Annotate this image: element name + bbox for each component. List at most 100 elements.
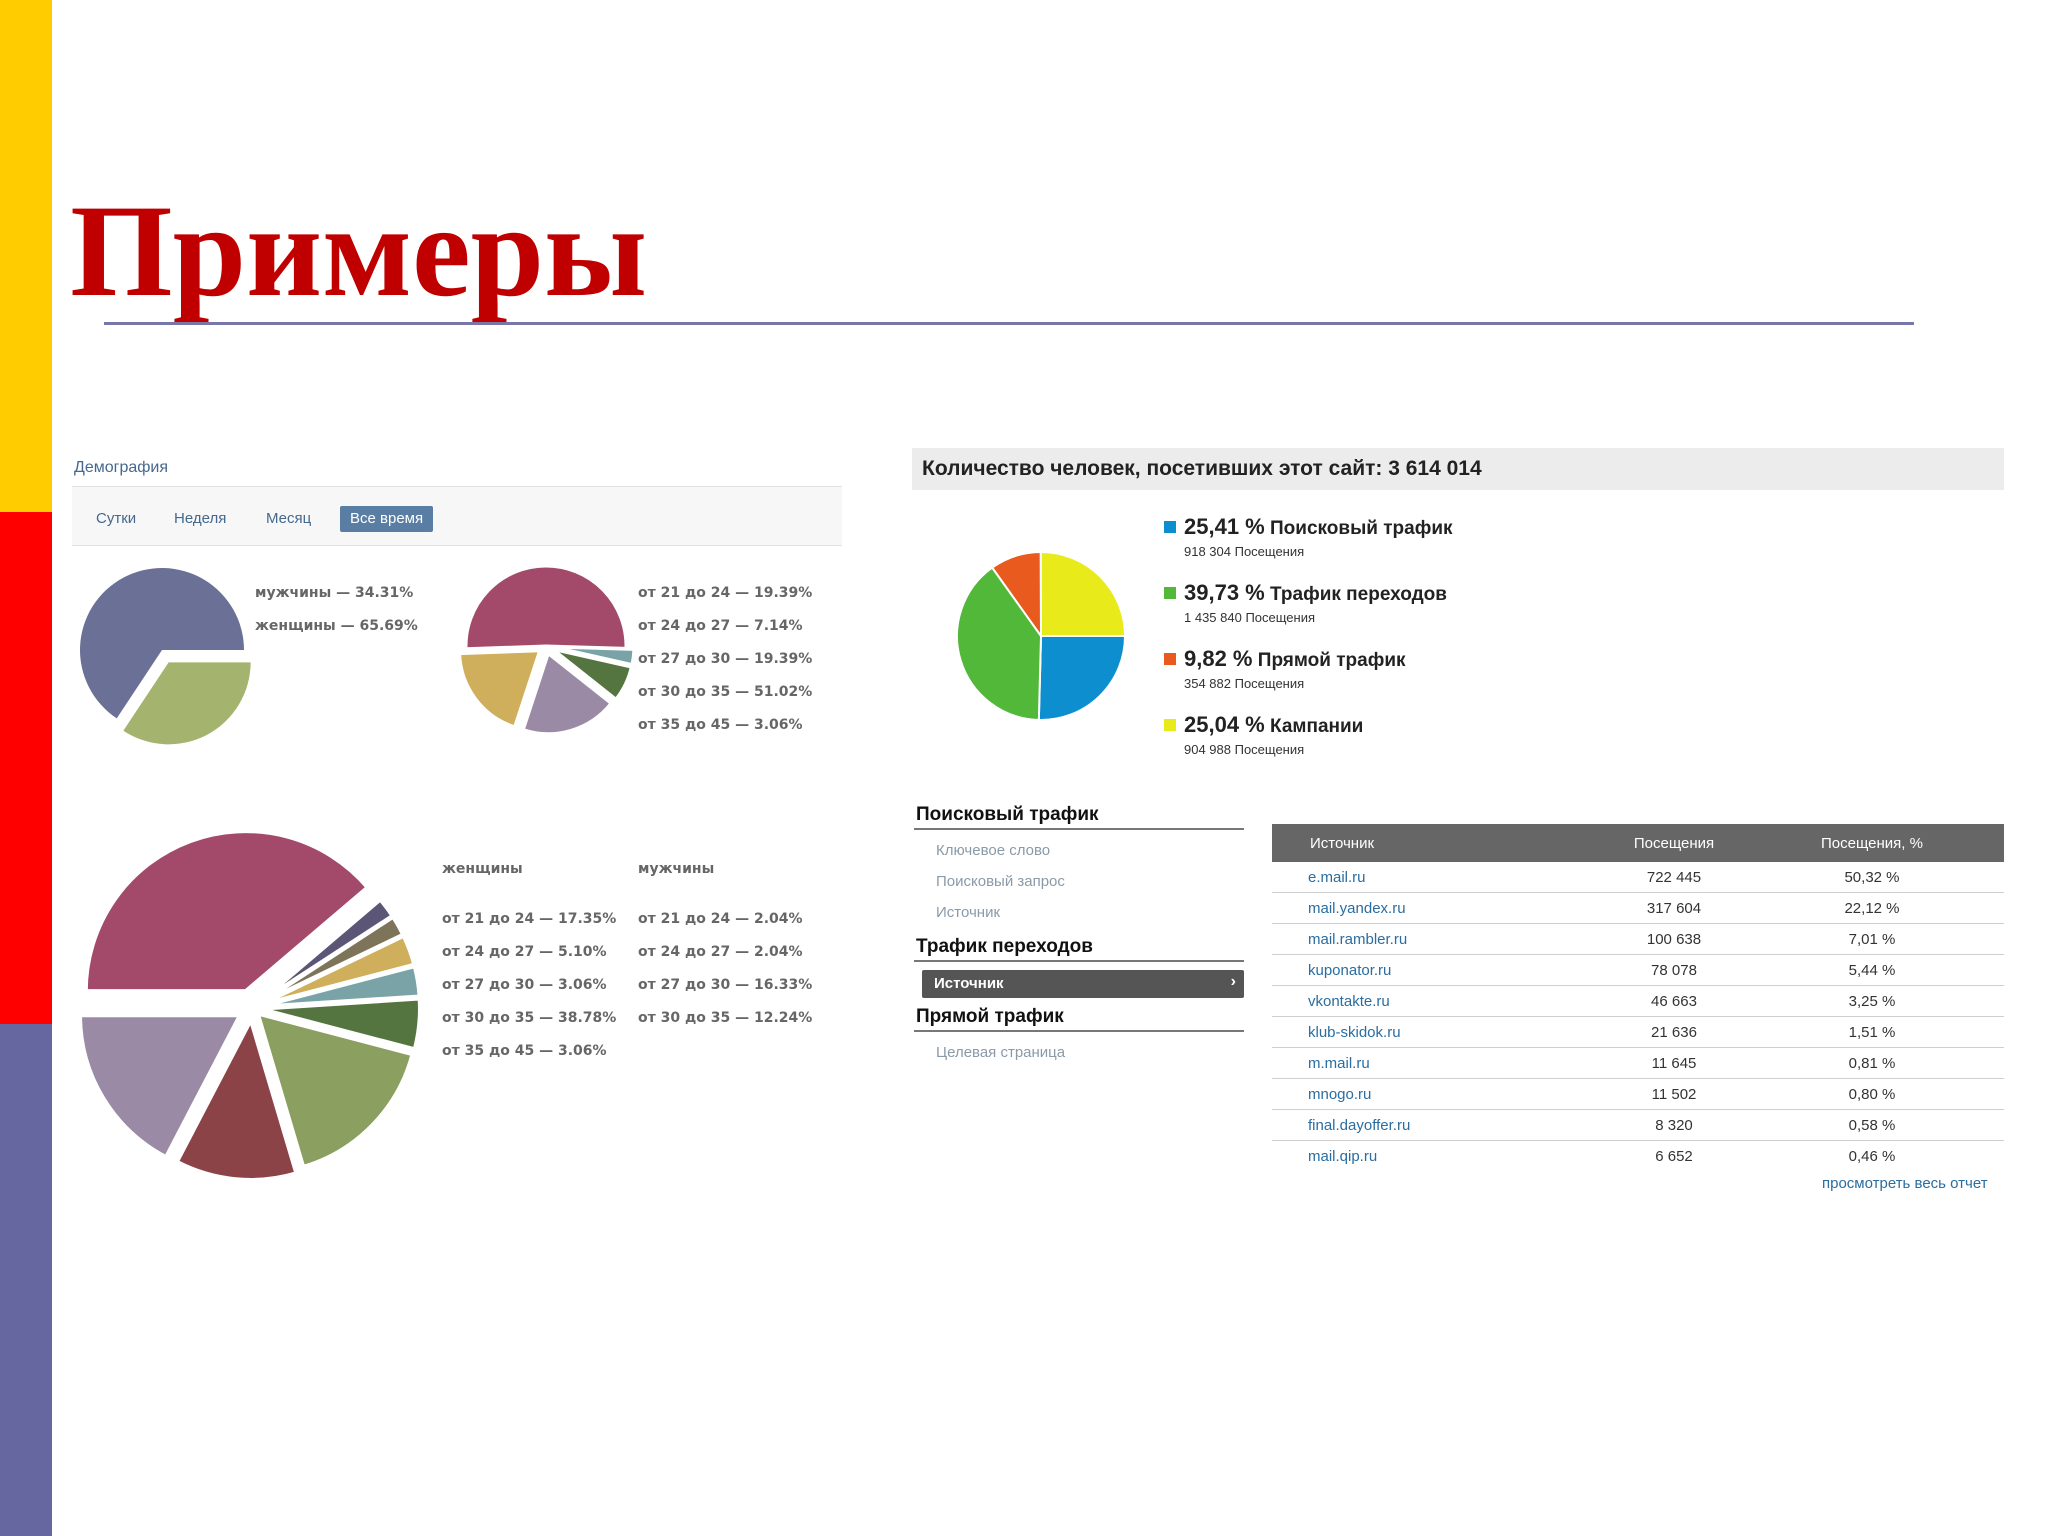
visitors-count: Количество человек, посетивших этот сайт… [922, 457, 1482, 480]
age-legend-item: от 21 до 24 — 19.39% [638, 585, 813, 601]
table-header: Источник Посещения Посещения, % [1272, 824, 2004, 862]
stripe-red [0, 512, 52, 1024]
pie-slice [174, 1014, 299, 1182]
source-link[interactable]: m.mail.ru [1308, 1055, 1370, 1072]
nav-section-search[interactable]: Поисковый трафик [916, 804, 1099, 825]
visits-pct-cell: 0,81 % [1848, 1055, 1896, 1072]
nav-section-referral[interactable]: Трафик переходов [916, 936, 1093, 957]
column-header-visits[interactable]: Посещения [1633, 835, 1715, 852]
visits-cell: 78 078 [1651, 962, 1697, 979]
traffic-legend-name: Прямой трафик [1257, 650, 1406, 671]
pie-slice [553, 645, 636, 667]
gender-legend-men: мужчины — 34.31% [255, 585, 414, 601]
women-legend-item: от 27 до 30 — 3.06% [442, 977, 607, 993]
demography-heading: Демография [74, 459, 169, 476]
nav-divider [914, 828, 1244, 830]
traffic-legend-name: Кампании [1270, 716, 1364, 737]
visits-pct-cell: 7,01 % [1848, 931, 1896, 948]
gender-legend-women: женщины — 65.69% [255, 618, 418, 634]
nav-item-referral-source[interactable]: Источник › [922, 970, 1244, 998]
pie-slice [83, 829, 371, 994]
legend-swatch-referral [1164, 587, 1176, 599]
visits-cell: 317 604 [1646, 900, 1702, 917]
gender-pie-chart [79, 568, 251, 745]
nav-item-label: Источник [934, 975, 1004, 992]
visits-pct-cell: 50,32 % [1844, 869, 1900, 886]
source-link[interactable]: e.mail.ru [1308, 869, 1366, 886]
pie-slice [254, 1010, 415, 1170]
source-link[interactable]: mnogo.ru [1308, 1086, 1372, 1103]
visits-cell: 8 320 [1655, 1117, 1693, 1134]
visits-pct-cell: 0,58 % [1848, 1117, 1896, 1134]
stripe-blue [0, 1024, 52, 1536]
women-column-heading: женщины [442, 861, 523, 877]
source-link[interactable]: vkontakte.ru [1308, 993, 1390, 1010]
visits-pct-cell: 22,12 % [1844, 900, 1900, 917]
gender-age-pie-chart [78, 829, 422, 1182]
traffic-legend-visits: 1 435 840 Посещения [1184, 610, 1316, 625]
traffic-legend-visits: 918 304 Посещения [1184, 544, 1305, 559]
visits-pct-cell: 5,44 % [1848, 962, 1896, 979]
demography-panel: Демография Сутки Неделя Месяц Все время … [72, 452, 842, 1192]
women-legend-item: от 24 до 27 — 5.10% [442, 944, 607, 960]
table-row: e.mail.ru 722 445 50,32 % [1272, 862, 2004, 893]
visits-cell: 6 652 [1655, 1148, 1693, 1165]
tab-day[interactable]: Сутки [96, 510, 137, 527]
pie-slice [458, 649, 542, 729]
visits-cell: 21 636 [1651, 1024, 1697, 1041]
title-rule [104, 322, 1914, 325]
pie-slice [259, 996, 422, 1052]
age-legend-item: от 24 до 27 — 7.14% [638, 618, 803, 634]
traffic-legend-name: Поисковый трафик [1270, 518, 1453, 539]
column-header-visits-pct[interactable]: Посещения, % [1821, 835, 1923, 852]
pie-slice [956, 566, 1043, 721]
table-row: mnogo.ru 11 502 0,80 % [1272, 1079, 2004, 1110]
traffic-legend-pct: 25,41 % [1184, 514, 1265, 539]
visits-cell: 11 645 [1651, 1055, 1697, 1072]
table-row: mail.rambler.ru 100 638 7,01 % [1272, 924, 2004, 955]
traffic-legend-name: Трафик переходов [1270, 584, 1447, 605]
slide-title: Примеры [70, 177, 648, 324]
nav-link-keyword[interactable]: Ключевое слово [936, 842, 1051, 859]
source-link[interactable]: final.dayoffer.ru [1308, 1117, 1411, 1134]
tab-week[interactable]: Неделя [174, 510, 227, 527]
traffic-pie-chart [956, 550, 1127, 721]
legend-swatch-campaigns [1164, 719, 1176, 731]
age-legend-item: от 35 до 45 — 3.06% [638, 717, 803, 733]
source-link[interactable]: mail.qip.ru [1308, 1148, 1378, 1165]
women-legend-item: от 21 до 24 — 17.35% [442, 911, 617, 927]
traffic-legend-pct: 25,04 % [1184, 712, 1265, 737]
nav-link-search-source[interactable]: Источник [936, 904, 1001, 921]
table-row: klub-skidok.ru 21 636 1,51 % [1272, 1017, 2004, 1048]
table-row: mail.qip.ru 6 652 0,46 % [1272, 1141, 2004, 1172]
period-tabs: Сутки Неделя Месяц Все время [72, 486, 842, 546]
legend-swatch-search [1164, 521, 1176, 533]
visits-pct-cell: 0,80 % [1848, 1086, 1896, 1103]
nav-section-direct[interactable]: Прямой трафик [916, 1006, 1064, 1027]
pie-slice [123, 662, 251, 745]
men-legend-item: от 30 до 35 — 12.24% [638, 1010, 813, 1026]
pie-slice [78, 1013, 244, 1160]
nav-divider [914, 1030, 1244, 1032]
age-pie-chart [458, 564, 636, 736]
men-column-heading: мужчины [638, 861, 715, 877]
tab-all-time[interactable]: Все время [340, 506, 434, 532]
stripe-yellow [0, 0, 52, 512]
table-row: mail.yandex.ru 317 604 22,12 % [1272, 893, 2004, 924]
table-row: kuponator.ru 78 078 5,44 % [1272, 955, 2004, 986]
source-link[interactable]: kuponator.ru [1308, 962, 1392, 979]
chevron-right-icon: › [1230, 973, 1236, 990]
tab-month[interactable]: Месяц [266, 510, 312, 527]
source-link[interactable]: mail.yandex.ru [1308, 900, 1406, 917]
column-header-source[interactable]: Источник [1310, 835, 1375, 852]
nav-link-landing-page[interactable]: Целевая страница [936, 1044, 1066, 1061]
full-report-link[interactable]: просмотреть весь отчет [1822, 1175, 1988, 1192]
visits-cell: 722 445 [1646, 869, 1702, 886]
source-link[interactable]: klub-skidok.ru [1308, 1024, 1401, 1041]
pie-slice [1039, 551, 1127, 637]
source-link[interactable]: mail.rambler.ru [1308, 931, 1408, 948]
pie-slice [1037, 635, 1127, 721]
nav-link-search-query[interactable]: Поисковый запрос [936, 873, 1065, 890]
visits-pct-cell: 0,46 % [1848, 1148, 1896, 1165]
pie-slice [521, 651, 614, 736]
